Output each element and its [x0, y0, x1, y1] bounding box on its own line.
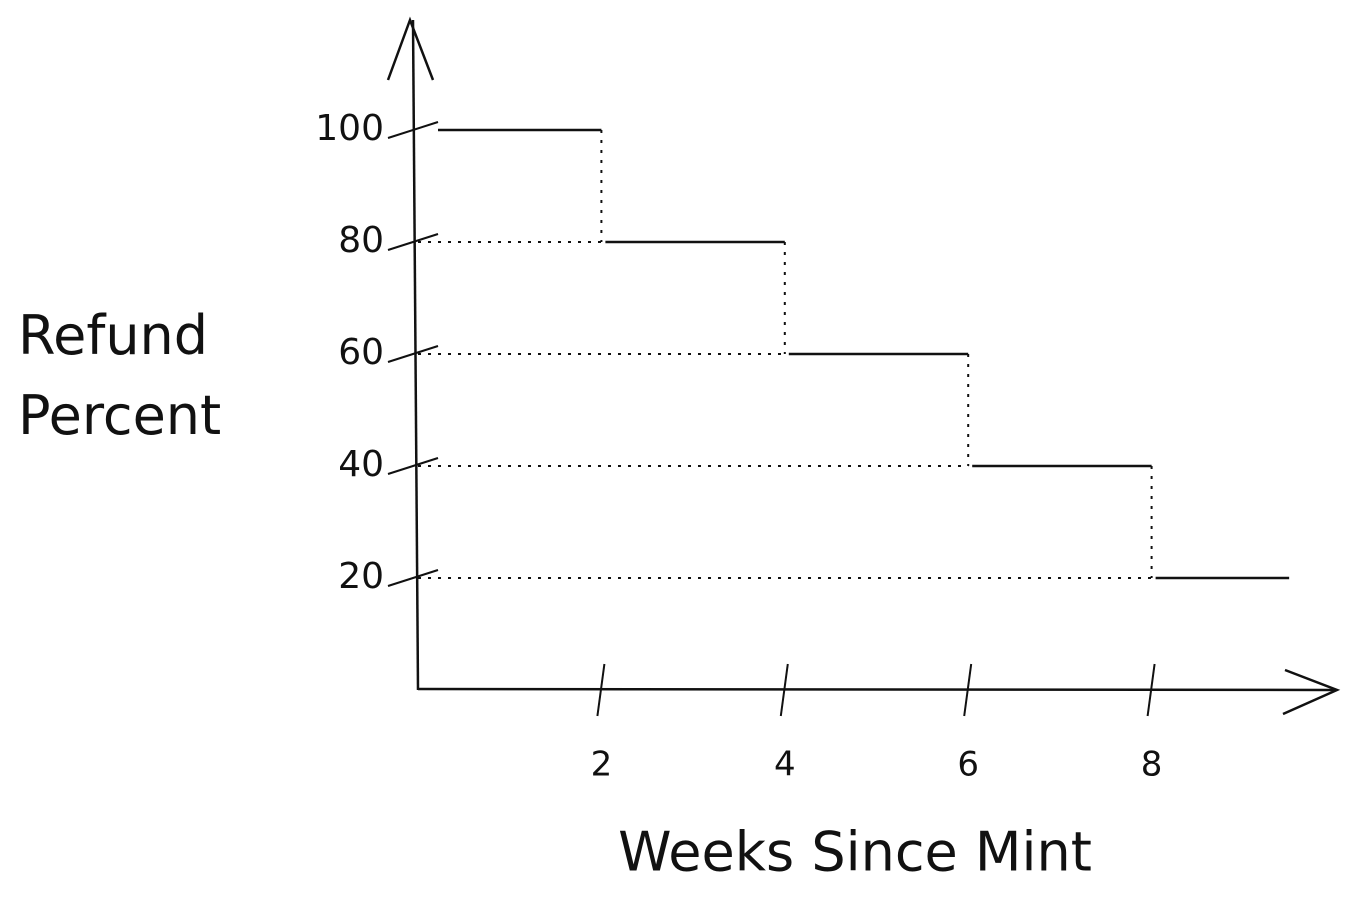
y-tick — [387, 121, 439, 139]
x-tick — [963, 663, 973, 717]
y-axis-arrow — [386, 16, 435, 81]
x-axis — [417, 687, 1336, 692]
x-tick — [596, 663, 606, 717]
x-tick — [779, 663, 789, 717]
x-tick-label: 6 — [957, 745, 979, 785]
y-tick-label: 20 — [338, 556, 384, 597]
y-axis — [411, 19, 420, 691]
y-tick — [387, 457, 439, 475]
x-tick-label: 4 — [774, 745, 796, 785]
x-tick-label: 2 — [591, 745, 613, 785]
y-tick-label: 80 — [338, 220, 384, 261]
y-tick-label: 40 — [338, 444, 384, 485]
y-axis-label: Refund Percent — [18, 304, 222, 447]
x-axis-label: Weeks Since Mint — [618, 821, 1092, 884]
x-tick-label: 8 — [1141, 745, 1163, 785]
x-axis-arrow — [1282, 668, 1341, 716]
y-tick — [387, 569, 439, 587]
y-tick-label: 100 — [315, 108, 384, 149]
y-tick — [387, 233, 439, 251]
y-tick-label: 60 — [338, 332, 384, 373]
y-tick — [387, 345, 439, 363]
x-tick — [1146, 663, 1156, 717]
